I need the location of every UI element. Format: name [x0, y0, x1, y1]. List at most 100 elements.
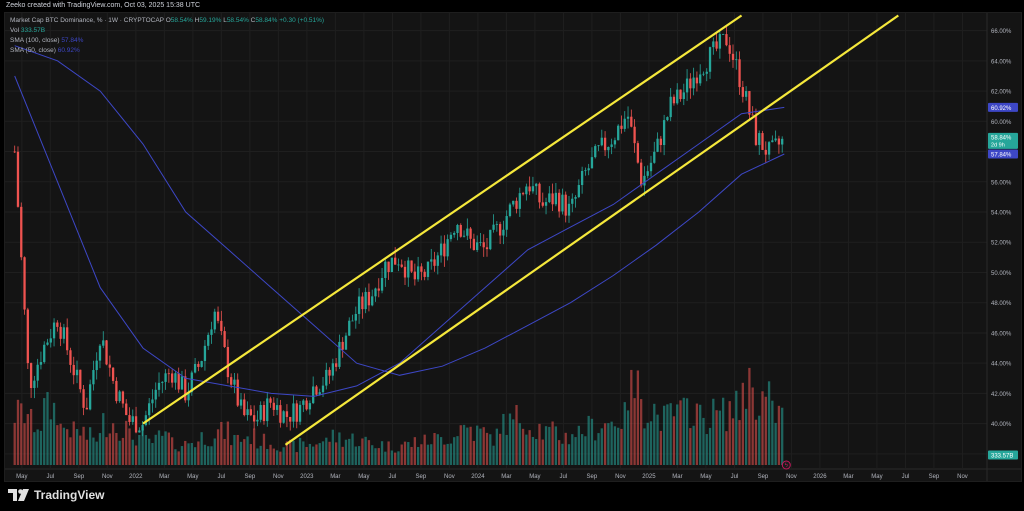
candle-body[interactable] — [459, 224, 462, 237]
candle-body[interactable] — [328, 369, 331, 376]
sma50-line[interactable] — [14, 75, 785, 397]
candle-body[interactable] — [735, 59, 738, 61]
candle-body[interactable] — [590, 157, 594, 169]
candle-body[interactable] — [174, 373, 177, 383]
candle-body[interactable] — [630, 116, 633, 127]
candle-body[interactable] — [620, 125, 623, 129]
candle-body[interactable] — [413, 271, 416, 280]
candle-body[interactable] — [190, 372, 193, 393]
candle-body[interactable] — [118, 391, 121, 402]
candle-body[interactable] — [49, 338, 52, 343]
candle-body[interactable] — [92, 370, 95, 385]
candle-body[interactable] — [154, 389, 157, 400]
candle-body[interactable] — [315, 386, 318, 395]
candle-body[interactable] — [321, 385, 325, 393]
candle-body[interactable] — [653, 151, 656, 163]
candle-body[interactable] — [643, 175, 646, 186]
candle-body[interactable] — [197, 364, 200, 367]
candle-body[interactable] — [16, 151, 20, 207]
candle-body[interactable] — [462, 235, 466, 237]
candle-body[interactable] — [180, 376, 184, 390]
candle-body[interactable] — [230, 377, 233, 385]
candle-body[interactable] — [505, 216, 508, 230]
candle-body[interactable] — [102, 340, 105, 346]
candle-body[interactable] — [170, 373, 174, 383]
candle-body[interactable] — [354, 313, 357, 321]
candle-body[interactable] — [416, 266, 420, 280]
candle-body[interactable] — [508, 204, 512, 217]
candle-body[interactable] — [305, 400, 308, 410]
candle-body[interactable] — [367, 291, 371, 306]
candle-body[interactable] — [482, 242, 485, 248]
candle-body[interactable] — [580, 170, 584, 186]
candle-body[interactable] — [512, 200, 515, 205]
candle-body[interactable] — [371, 296, 374, 306]
candle-body[interactable] — [771, 140, 774, 143]
candle-body[interactable] — [394, 257, 397, 265]
candle-body[interactable] — [748, 91, 751, 115]
candle-body[interactable] — [302, 400, 305, 405]
candle-body[interactable] — [479, 242, 482, 244]
candle-body[interactable] — [318, 392, 321, 395]
candle-body[interactable] — [548, 193, 551, 203]
candle-body[interactable] — [193, 364, 197, 373]
legend-volume-line[interactable]: Vol 333.57B — [10, 27, 45, 34]
candle-body[interactable] — [692, 77, 695, 89]
candle-body[interactable] — [292, 403, 295, 422]
candle-body[interactable] — [676, 89, 679, 104]
candle-body[interactable] — [374, 288, 377, 297]
candle-body[interactable] — [282, 411, 285, 423]
candle-body[interactable] — [453, 232, 456, 235]
candle-body[interactable] — [134, 416, 138, 433]
candle-body[interactable] — [708, 47, 712, 72]
candle-body[interactable] — [662, 120, 666, 146]
candle-body[interactable] — [439, 243, 443, 256]
candle-body[interactable] — [617, 125, 620, 141]
candle-body[interactable] — [577, 185, 580, 198]
candle-body[interactable] — [725, 34, 728, 46]
candle-body[interactable] — [325, 369, 328, 386]
candle-body[interactable] — [420, 266, 423, 272]
candle-body[interactable] — [554, 192, 558, 205]
candle-body[interactable] — [59, 326, 62, 339]
candle-body[interactable] — [246, 409, 249, 416]
candle-body[interactable] — [640, 162, 643, 186]
candle-body[interactable] — [128, 415, 131, 422]
candle-body[interactable] — [597, 145, 600, 147]
candle-body[interactable] — [275, 405, 279, 410]
candle-body[interactable] — [587, 168, 590, 171]
candle-body[interactable] — [207, 334, 210, 346]
legend-sma50-line[interactable]: SMA (50, close) 60.92% — [10, 47, 80, 54]
candle-body[interactable] — [571, 198, 574, 204]
candle-body[interactable] — [626, 116, 630, 119]
candle-body[interactable] — [252, 415, 256, 422]
candle-body[interactable] — [781, 138, 784, 145]
candle-body[interactable] — [744, 91, 748, 97]
candle-body[interactable] — [682, 92, 685, 100]
candle-body[interactable] — [561, 194, 564, 212]
candle-body[interactable] — [518, 193, 521, 209]
candle-body[interactable] — [105, 340, 108, 365]
candle-body[interactable] — [187, 392, 190, 401]
candle-body[interactable] — [43, 344, 46, 363]
candle-body[interactable] — [184, 376, 187, 401]
candle-body[interactable] — [312, 386, 315, 404]
candle-body[interactable] — [361, 296, 364, 310]
candle-body[interactable] — [272, 402, 275, 410]
candle-body[interactable] — [213, 311, 216, 330]
candle-body[interactable] — [72, 364, 75, 376]
candle-body[interactable] — [567, 203, 571, 216]
candle-body[interactable] — [121, 391, 125, 404]
candle-body[interactable] — [689, 78, 692, 89]
candle-body[interactable] — [256, 419, 259, 422]
candle-body[interactable] — [738, 59, 741, 88]
candle-body[interactable] — [285, 411, 289, 417]
candle-body[interactable] — [492, 224, 495, 230]
candle-body[interactable] — [177, 373, 180, 390]
candle-body[interactable] — [66, 327, 69, 351]
candle-body[interactable] — [741, 87, 744, 97]
candle-body[interactable] — [262, 405, 266, 422]
candle-body[interactable] — [535, 183, 538, 187]
candle-body[interactable] — [164, 373, 167, 382]
candle-body[interactable] — [95, 360, 98, 371]
